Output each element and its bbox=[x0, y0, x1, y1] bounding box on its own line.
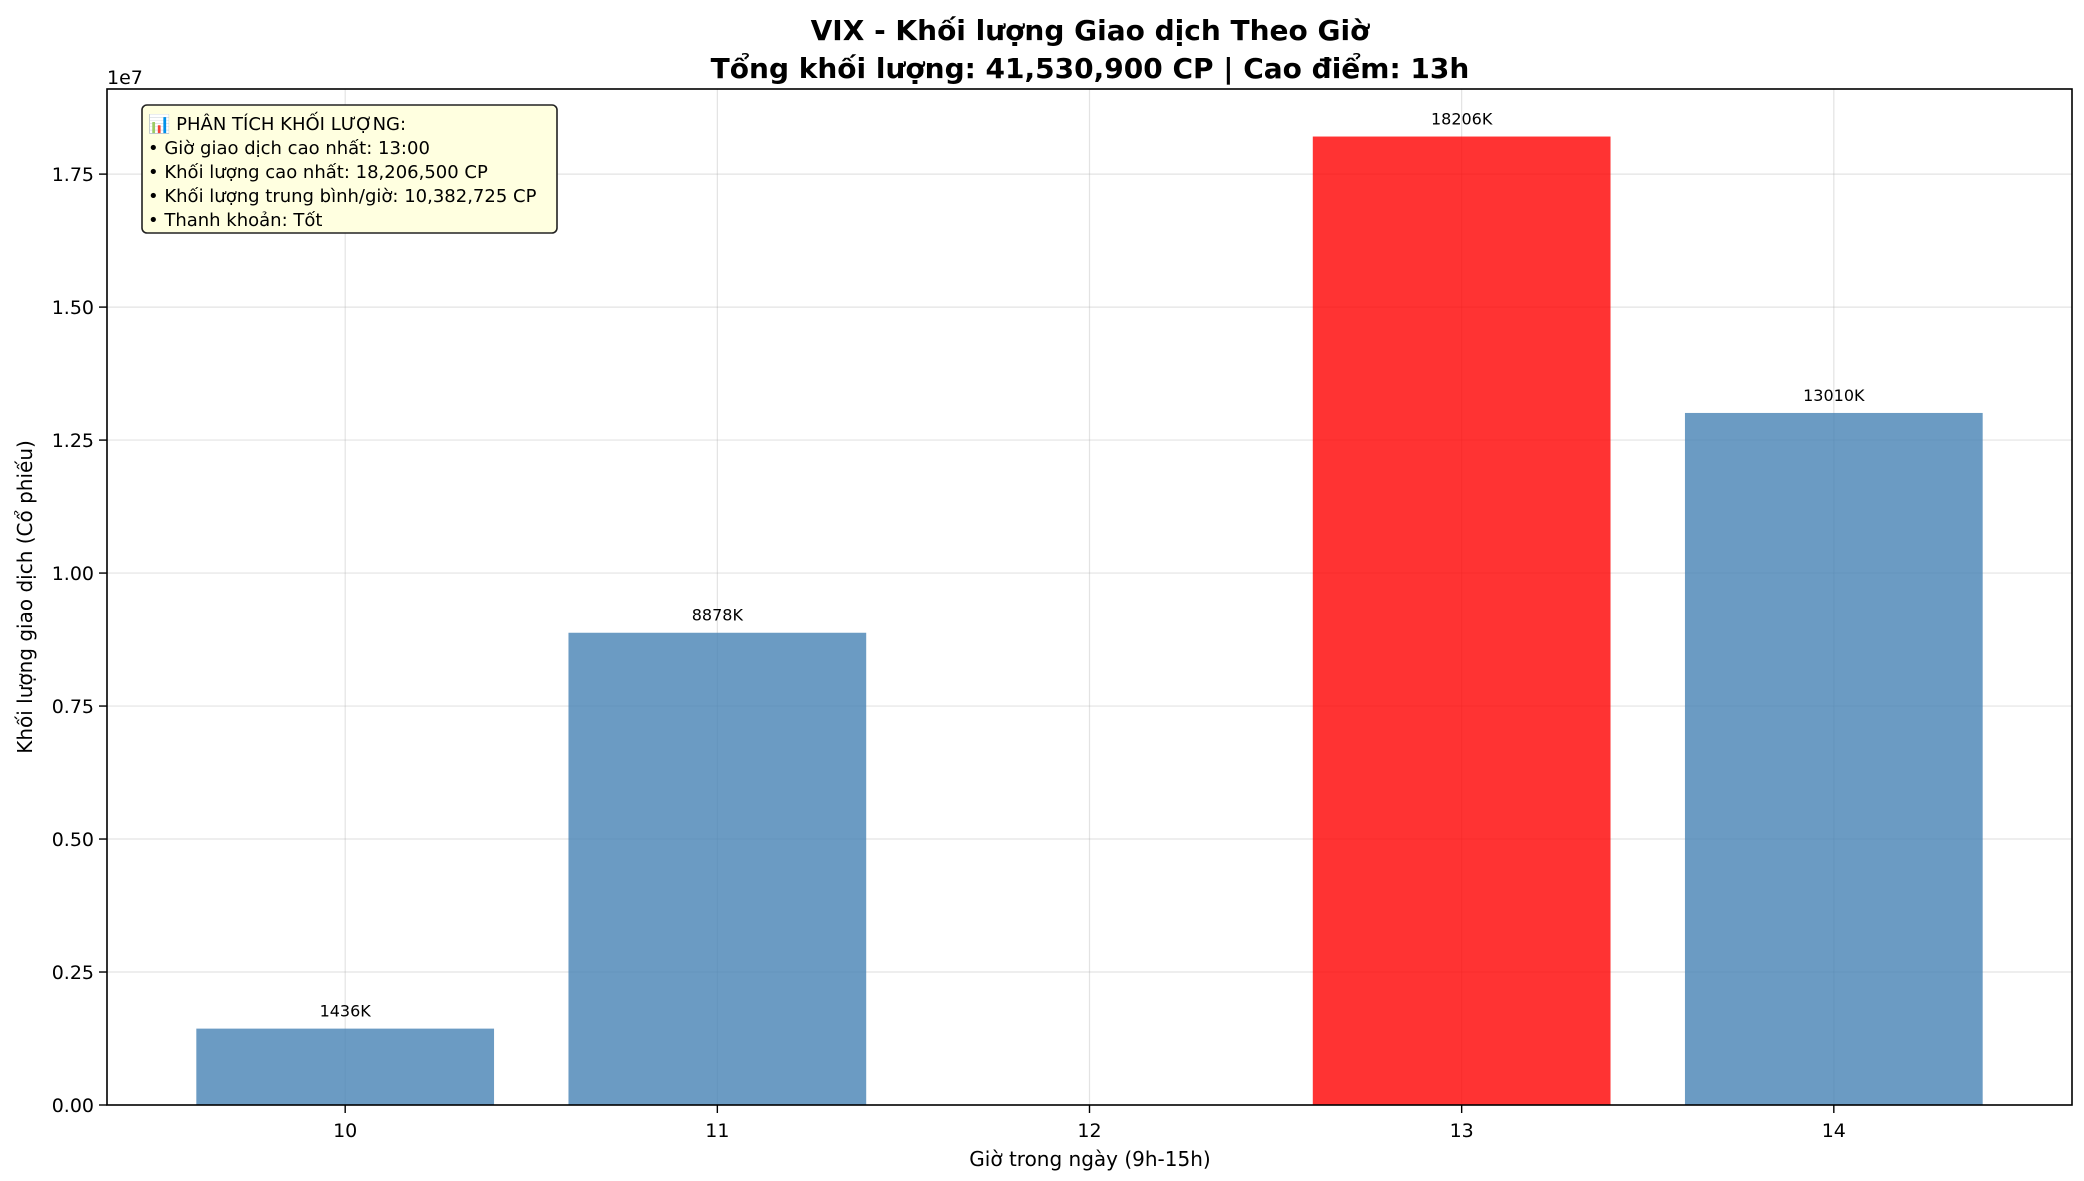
y-tick-label: 1.75 bbox=[52, 164, 94, 186]
bar-value-label: 8878K bbox=[692, 606, 744, 625]
y-tick-label: 0.25 bbox=[52, 962, 94, 984]
analysis-info-box: 📊 PHÂN TÍCH KHỐI LƯỢNG: • Giờ giao dịch … bbox=[141, 104, 558, 234]
bar-hour-11 bbox=[568, 632, 867, 1105]
y-tick-label: 1.25 bbox=[52, 430, 94, 452]
bar-labels-layer: 1436K 8878K 18206K 13010K bbox=[320, 110, 1865, 1021]
x-tick-label: 10 bbox=[333, 1120, 357, 1142]
bar-value-label: 13010K bbox=[1803, 386, 1865, 405]
chart-title-line1: VIX - Khối lượng Giao dịch Theo Giờ bbox=[811, 14, 1370, 47]
y-tick-label: 1.50 bbox=[52, 297, 94, 319]
info-box-line-heading: 📊 PHÂN TÍCH KHỐI LƯỢNG: bbox=[148, 111, 406, 135]
y-axis-exponent: 1e7 bbox=[107, 67, 143, 89]
x-tick-label: 11 bbox=[705, 1120, 729, 1142]
bars-layer bbox=[196, 136, 1983, 1106]
info-box-line-liquidity: • Thanh khoản: Tốt bbox=[148, 210, 322, 231]
info-box-line-peak-volume: • Khối lượng cao nhất: 18,206,500 CP bbox=[148, 162, 488, 183]
info-box-background bbox=[141, 104, 558, 234]
y-tick-label: 0.75 bbox=[52, 696, 94, 718]
bar-peak-hour-13 bbox=[1312, 136, 1611, 1106]
x-axis-label: Giờ trong ngày (9h-15h) bbox=[969, 1147, 1210, 1171]
bar-value-label: 1436K bbox=[320, 1002, 372, 1021]
y-axis-label: Khối lượng giao dịch (Cổ phiếu) bbox=[13, 440, 37, 754]
x-tick-label: 13 bbox=[1450, 1120, 1474, 1142]
chart-title-line2: Tổng khối lượng: 41,530,900 CP | Cao điể… bbox=[711, 51, 1470, 85]
x-tick-label: 14 bbox=[1822, 1120, 1846, 1142]
bar-value-label: 18206K bbox=[1431, 110, 1493, 129]
info-box-line-average-volume: • Khối lượng trung bình/giờ: 10,382,725 … bbox=[148, 186, 537, 207]
info-box-line-peak-hour: • Giờ giao dịch cao nhất: 13:00 bbox=[148, 138, 430, 159]
bar-hour-14 bbox=[1684, 412, 1983, 1106]
bar-hour-10 bbox=[196, 1028, 495, 1105]
y-tick-label: 0.50 bbox=[52, 829, 94, 851]
y-tick-label: 0.00 bbox=[52, 1095, 94, 1117]
y-tick-label: 1.00 bbox=[52, 563, 94, 585]
ticks-layer: 0.00 0.25 0.50 0.75 1.00 1.25 1.50 1.75 10 11 12 13… bbox=[52, 164, 1846, 1142]
x-tick-label: 12 bbox=[1077, 1120, 1101, 1142]
